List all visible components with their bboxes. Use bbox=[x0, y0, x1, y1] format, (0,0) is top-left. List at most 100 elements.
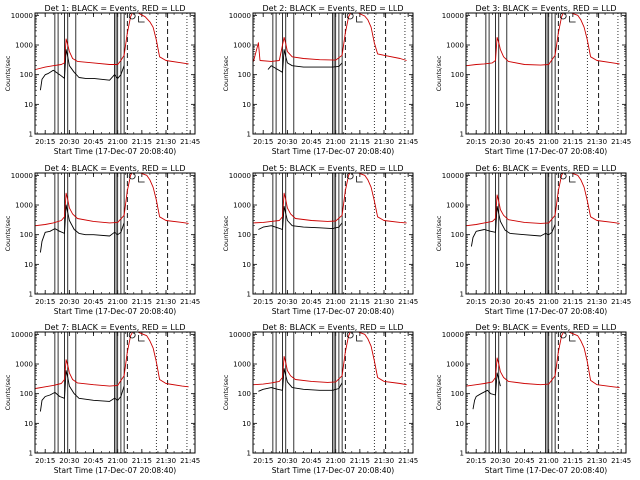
y-axis-label: Counts/sec bbox=[222, 55, 230, 91]
y-tick-label: 10000 bbox=[229, 12, 251, 20]
lld-series-line bbox=[466, 173, 620, 227]
x-axis-label: Start Time (17-Dec-07 20:08:40) bbox=[485, 307, 607, 316]
x-tick-label: 21:30 bbox=[374, 138, 394, 146]
lld-series-line bbox=[35, 173, 189, 227]
x-tick-label: 20:45 bbox=[514, 138, 534, 146]
x-tick-label: 21:00 bbox=[539, 457, 559, 465]
chart-panel: Det 8: BLACK = Events, RED = LLD Counts/s… bbox=[222, 323, 418, 475]
y-tick-label: 10 bbox=[455, 101, 464, 109]
y-tick-label: 1000 bbox=[446, 42, 464, 50]
x-tick-label: 21:30 bbox=[374, 298, 394, 306]
x-tick-label: 20:30 bbox=[59, 138, 79, 146]
y-tick-label: 10000 bbox=[11, 331, 33, 339]
x-tick-label: 20:45 bbox=[83, 138, 103, 146]
bracket-marker bbox=[356, 335, 363, 342]
x-tick-label: 21:00 bbox=[108, 298, 128, 306]
chart-panel: Det 1: BLACK = Events, RED = LLD Counts/s… bbox=[4, 4, 200, 156]
y-tick-label: 100 bbox=[238, 231, 251, 239]
x-tick-label: 20:15 bbox=[466, 138, 486, 146]
x-tick-label: 20:45 bbox=[514, 457, 534, 465]
plot-frame bbox=[34, 172, 196, 295]
x-tick-label: 21:00 bbox=[539, 138, 559, 146]
plot-frame bbox=[252, 12, 414, 135]
lld-series-line bbox=[466, 13, 620, 67]
chart-title: Det 2: BLACK = Events, RED = LLD bbox=[263, 4, 404, 13]
x-tick-label: 21:30 bbox=[156, 457, 176, 465]
y-tick-label: 10 bbox=[242, 101, 251, 109]
x-tick-label: 20:30 bbox=[277, 138, 297, 146]
y-tick-label: 10 bbox=[242, 420, 251, 428]
y-tick-label: 100 bbox=[20, 390, 33, 398]
y-tick-label: 1 bbox=[460, 450, 464, 458]
x-tick-label: 20:45 bbox=[83, 298, 103, 306]
lld-series-line bbox=[35, 332, 189, 389]
bracket-marker bbox=[569, 176, 576, 183]
plot-frame bbox=[34, 12, 196, 135]
chart-title: Det 1: BLACK = Events, RED = LLD bbox=[45, 4, 186, 13]
y-tick-label: 1000 bbox=[15, 42, 33, 50]
y-axis-label: Counts/sec bbox=[435, 55, 443, 91]
x-tick-label: 21:15 bbox=[563, 457, 583, 465]
y-tick-label: 100 bbox=[451, 390, 464, 398]
x-tick-label: 21:00 bbox=[539, 298, 559, 306]
y-tick-label: 1000 bbox=[15, 361, 33, 369]
chart-panel: Det 3: BLACK = Events, RED = LLD Counts/s… bbox=[435, 4, 631, 156]
x-tick-label: 20:15 bbox=[253, 138, 273, 146]
events-series-line bbox=[267, 49, 343, 73]
chart-panel: Det 7: BLACK = Events, RED = LLD Counts/s… bbox=[4, 323, 200, 475]
x-tick-label: 20:15 bbox=[253, 457, 273, 465]
y-tick-label: 100 bbox=[238, 71, 251, 79]
x-tick-label: 21:45 bbox=[180, 298, 200, 306]
y-tick-label: 1 bbox=[247, 450, 251, 458]
x-tick-label: 20:15 bbox=[35, 457, 55, 465]
x-tick-label: 21:00 bbox=[326, 138, 346, 146]
chart-title: Det 5: BLACK = Events, RED = LLD bbox=[263, 164, 404, 173]
x-tick-label: 21:30 bbox=[587, 298, 607, 306]
chart-panel: Det 6: BLACK = Events, RED = LLD Counts/s… bbox=[435, 164, 631, 316]
plot-frame bbox=[465, 331, 627, 454]
y-tick-label: 1 bbox=[247, 131, 251, 139]
x-tick-label: 21:15 bbox=[132, 138, 152, 146]
bracket-marker bbox=[138, 176, 145, 183]
x-axis-label: Start Time (17-Dec-07 20:08:40) bbox=[54, 307, 176, 316]
chart-panel: Det 9: BLACK = Events, RED = LLD Counts/s… bbox=[435, 323, 631, 475]
y-tick-label: 1 bbox=[29, 291, 33, 299]
y-tick-label: 10 bbox=[24, 420, 33, 428]
y-axis-label: Counts/sec bbox=[4, 374, 12, 410]
x-tick-label: 21:45 bbox=[611, 138, 631, 146]
bracket-marker bbox=[569, 335, 576, 342]
events-series-line bbox=[258, 368, 343, 392]
x-tick-label: 21:30 bbox=[587, 138, 607, 146]
x-axis-label: Start Time (17-Dec-07 20:08:40) bbox=[54, 466, 176, 475]
y-tick-label: 1 bbox=[460, 291, 464, 299]
y-tick-label: 100 bbox=[20, 71, 33, 79]
x-tick-label: 20:45 bbox=[301, 138, 321, 146]
x-tick-label: 21:45 bbox=[398, 298, 418, 306]
x-tick-label: 20:30 bbox=[490, 457, 510, 465]
y-tick-label: 1000 bbox=[446, 202, 464, 210]
x-tick-label: 21:45 bbox=[398, 138, 418, 146]
x-tick-label: 21:15 bbox=[132, 298, 152, 306]
x-axis-label: Start Time (17-Dec-07 20:08:40) bbox=[54, 147, 176, 156]
y-tick-label: 10 bbox=[455, 261, 464, 269]
x-tick-label: 20:30 bbox=[277, 457, 297, 465]
y-tick-label: 1000 bbox=[233, 42, 251, 50]
x-tick-label: 20:45 bbox=[514, 298, 534, 306]
bracket-marker bbox=[356, 176, 363, 183]
y-tick-label: 100 bbox=[238, 390, 251, 398]
x-tick-label: 20:30 bbox=[59, 457, 79, 465]
y-tick-label: 1000 bbox=[233, 202, 251, 210]
x-tick-label: 21:00 bbox=[326, 457, 346, 465]
y-axis-label: Counts/sec bbox=[4, 55, 12, 91]
x-tick-label: 20:45 bbox=[301, 457, 321, 465]
y-tick-label: 1 bbox=[29, 450, 33, 458]
y-tick-label: 1 bbox=[460, 131, 464, 139]
y-tick-label: 100 bbox=[451, 71, 464, 79]
y-tick-label: 10000 bbox=[11, 12, 33, 20]
chart-title: Det 9: BLACK = Events, RED = LLD bbox=[476, 323, 617, 332]
chart-title: Det 8: BLACK = Events, RED = LLD bbox=[263, 323, 404, 332]
x-tick-label: 21:15 bbox=[350, 298, 370, 306]
y-tick-label: 100 bbox=[451, 231, 464, 239]
events-series-line bbox=[470, 205, 556, 247]
